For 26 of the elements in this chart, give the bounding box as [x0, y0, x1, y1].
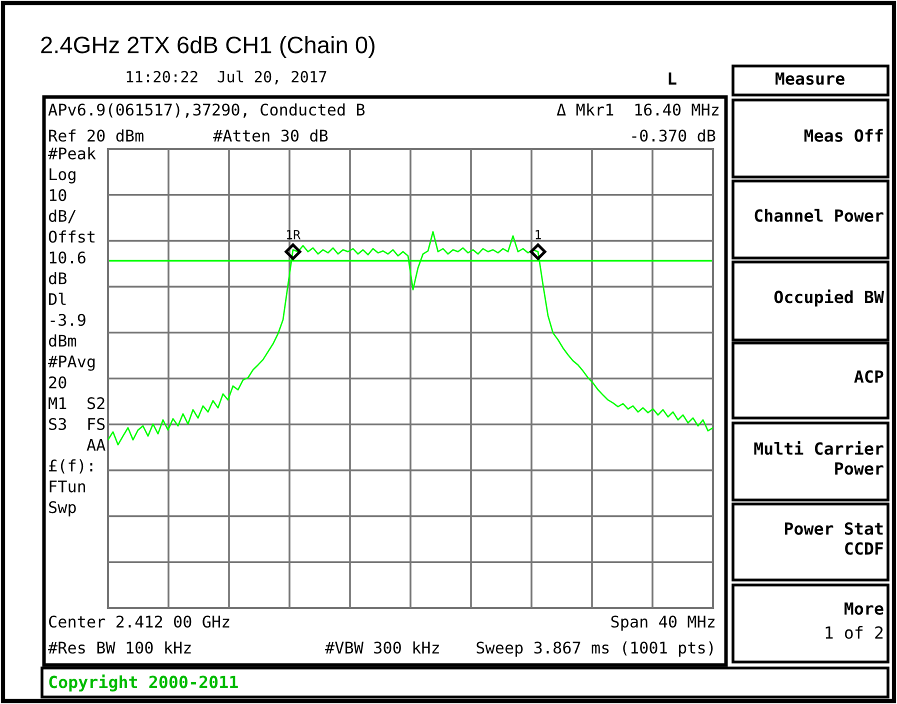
text: More — [844, 602, 884, 615]
text: Span 40 MHz — [611, 616, 714, 631]
text: L — [668, 72, 676, 85]
text: Occupied BW — [774, 289, 884, 307]
text: Power Stat CCDF — [784, 522, 884, 555]
text: 1 of 2 — [826, 626, 883, 639]
text: Ref 20 dBm — [49, 129, 144, 142]
text: Meas Off — [804, 128, 883, 142]
text: 11:20:22 Jul 20, 2017 — [126, 70, 326, 84]
text: -0.370 dB — [632, 129, 716, 142]
text: #Peak Log 10 dB/ Offst 10.6 dB Dl -3.9 dBm #PAvg 20 M1 S2 S3 FS AA £(f): FTun Swp — [48, 147, 106, 516]
text: Δ Mkr1 16.40 MHz — [556, 103, 718, 116]
text: Measure — [776, 72, 844, 85]
text: #Res BW 100 kHz — [48, 641, 191, 654]
text: Copyright 2000-2011 — [49, 674, 238, 692]
text: Center 2.412 00 GHz — [49, 616, 230, 628]
chart-title: 2.4GHz 2TX 6dB CH1 (Chain 0) — [41, 36, 374, 58]
text: Channel Power — [754, 208, 884, 222]
annotation: 1R — [286, 230, 301, 240]
text: #Atten 30 dB — [213, 129, 328, 142]
text: Sweep 3.867 ms (1001 pts) — [476, 641, 713, 657]
text: APv6.9(061517),37290, Conducted B — [48, 103, 365, 118]
text: #VBW 300 kHz — [325, 641, 439, 654]
text: ACP — [854, 370, 884, 383]
annotation: 1 — [536, 230, 541, 240]
text: Multi Carrier Power — [754, 441, 884, 475]
